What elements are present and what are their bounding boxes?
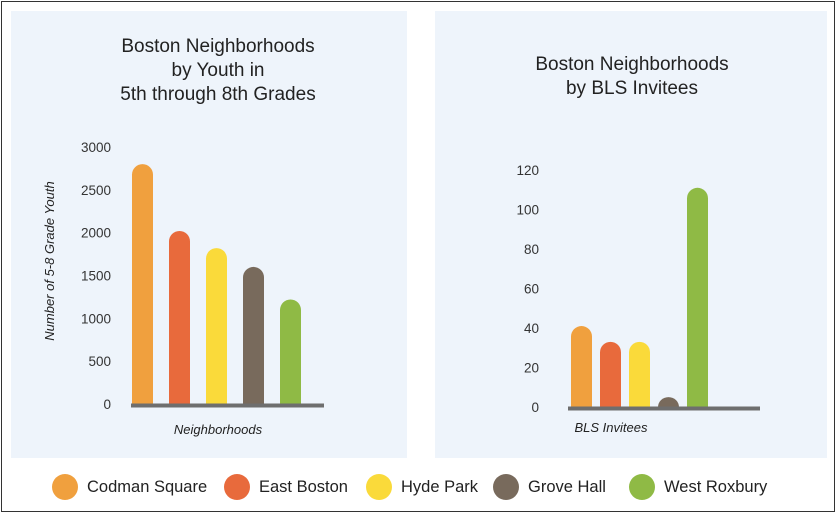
legend-label-hyde-park: Hyde Park xyxy=(401,477,479,496)
y-tick-label-40: 40 xyxy=(524,321,539,336)
legend-item-grove-hall: Grove Hall xyxy=(493,474,606,500)
y-tick-label-0: 0 xyxy=(103,397,111,412)
chart-panel-bls: Boston Neighborhoods by BLS Invitees 0 20 40… xyxy=(435,11,827,458)
bar-west-roxbury xyxy=(687,187,708,407)
x-axis-label: BLS Invitees xyxy=(575,420,648,435)
x-axis-label: Neighborhoods xyxy=(174,422,263,437)
legend-item-west-roxbury: West Roxbury xyxy=(629,474,767,500)
legend-item-east-boston: East Boston xyxy=(224,474,348,500)
y-tick-label-60: 60 xyxy=(524,282,539,297)
chart-title-line-3: 5th through 8th Grades xyxy=(120,84,315,105)
y-tick-label-80: 80 xyxy=(524,242,539,257)
legend-item-hyde-park: Hyde Park xyxy=(366,474,478,500)
bar-grove-hall xyxy=(243,266,264,404)
y-tick-label-2000: 2000 xyxy=(81,226,111,241)
bar-codman-square xyxy=(571,326,592,407)
legend: Codman Square East Boston Hyde Park Grov… xyxy=(0,468,836,508)
y-tick-label-500: 500 xyxy=(88,354,111,369)
chart-title-line-1: Boston Neighborhoods xyxy=(121,36,314,57)
chart-youth-svg: Boston Neighborhoods by Youth in 5th throu… xyxy=(42,36,324,437)
y-tick-label-3000: 3000 xyxy=(81,140,111,155)
y-tick-label-2500: 2500 xyxy=(81,183,111,198)
legend-swatch-hyde-park xyxy=(366,474,392,500)
bar-east-boston xyxy=(169,230,190,404)
legend-label-grove-hall: Grove Hall xyxy=(528,477,606,496)
bar-hyde-park xyxy=(206,248,227,404)
legend-swatch-west-roxbury xyxy=(629,474,655,500)
bar-west-roxbury xyxy=(280,299,301,404)
legend-swatch-east-boston xyxy=(224,474,250,500)
bar-hyde-park xyxy=(629,341,650,407)
chart-bls-svg: Boston Neighborhoods by BLS Invitees 0 20 40… xyxy=(516,54,760,435)
y-tick-label-1500: 1500 xyxy=(81,269,111,284)
y-tick-label-1000: 1000 xyxy=(81,311,111,326)
legend-item-codman-square: Codman Square xyxy=(52,474,207,500)
legend-swatch-grove-hall xyxy=(493,474,519,500)
bar-grove-hall xyxy=(658,397,679,407)
bar-codman-square xyxy=(132,164,153,404)
y-tick-label-0: 0 xyxy=(531,400,539,415)
chart-title-line-2: by BLS Invitees xyxy=(566,78,698,99)
chart-title-line-2: by Youth in xyxy=(172,60,265,81)
y-tick-label-120: 120 xyxy=(516,163,539,178)
y-tick-label-100: 100 xyxy=(516,203,539,218)
y-axis-label: Number of 5-8 Grade Youth xyxy=(42,181,57,340)
chart-panel-youth: Boston Neighborhoods by Youth in 5th throu… xyxy=(11,11,407,458)
chart-title-line-1: Boston Neighborhoods xyxy=(535,54,728,75)
y-tick-label-20: 20 xyxy=(524,361,539,376)
bar-east-boston xyxy=(600,341,621,407)
legend-swatch-codman-square xyxy=(52,474,78,500)
legend-label-codman-square: Codman Square xyxy=(87,477,208,496)
legend-label-east-boston: East Boston xyxy=(259,477,348,496)
legend-label-west-roxbury: West Roxbury xyxy=(664,477,768,496)
